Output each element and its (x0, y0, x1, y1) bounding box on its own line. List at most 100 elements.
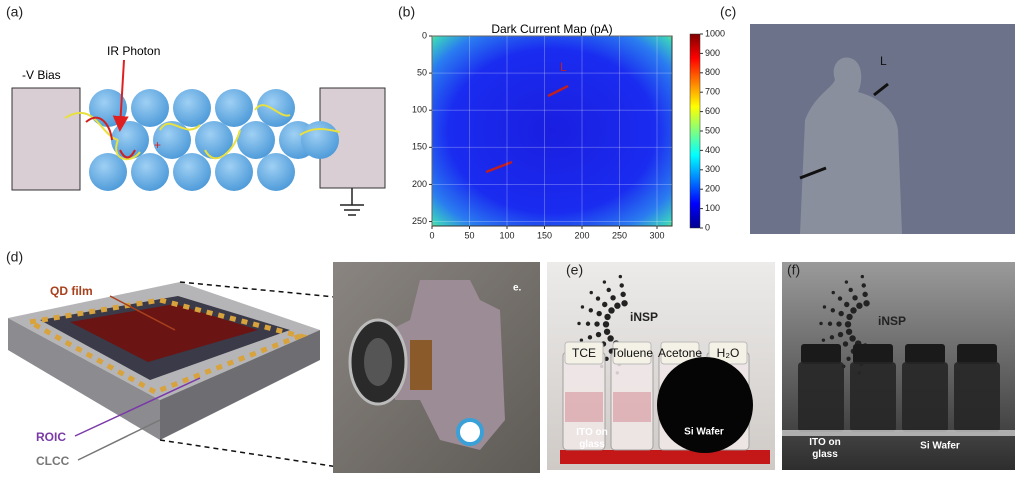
logo-dot (836, 321, 842, 327)
liquid (613, 392, 651, 422)
panel-b: (b) Dark Current Map (pA) L 0 50 100 150 200… (398, 4, 725, 241)
map-title: Dark Current Map (pA) (491, 22, 612, 36)
logo-dot (862, 291, 868, 298)
vial (954, 362, 1000, 432)
logo-dot (830, 308, 836, 313)
quantum-dot (215, 89, 253, 127)
logo-dot (827, 321, 833, 326)
logo-dot (844, 301, 850, 308)
logo-dot (837, 331, 844, 338)
logo-dot (602, 301, 608, 308)
vial-label: Toluene (611, 346, 653, 360)
map-annotation: L (560, 60, 567, 74)
vial-label: TCE (572, 346, 596, 360)
knob (456, 418, 484, 446)
logo-dot (607, 335, 614, 342)
logo-dot (594, 321, 600, 327)
liquid (565, 392, 603, 422)
panel-label: (b) (398, 4, 415, 20)
logo-dot (587, 335, 593, 340)
y-tick-label: 50 (417, 67, 427, 77)
defect (485, 84, 569, 174)
photon-arrow (112, 59, 129, 132)
carrier-path (85, 116, 136, 159)
y-tick-label: 200 (412, 179, 427, 189)
person-silhouette (800, 57, 902, 234)
panel-label: (f) (787, 262, 800, 278)
logo-dot (842, 341, 849, 347)
vial (850, 362, 896, 432)
quantum-dot (301, 121, 339, 159)
leader (77, 419, 161, 461)
quantum-dot (195, 121, 233, 159)
quantum-dots (89, 89, 339, 191)
cap (905, 344, 945, 364)
quantum-dot (257, 153, 295, 191)
wafer-label: Si Wafer (920, 441, 960, 452)
photo-label: e. (513, 283, 522, 294)
leader (74, 377, 201, 437)
logo-dot (595, 296, 601, 301)
base (560, 450, 770, 464)
cap (801, 344, 841, 364)
logo-dot (596, 310, 602, 317)
quantum-dot (153, 121, 191, 159)
roic-label: ROIC (36, 430, 66, 444)
x-tick-label: 250 (612, 230, 627, 240)
quantum-dot (131, 153, 169, 191)
hopping-path (64, 104, 341, 161)
x-tick-label: 150 (537, 230, 552, 240)
bond-pads (22, 297, 309, 395)
logo-dot (844, 280, 849, 284)
panel-label: (e) (566, 262, 583, 278)
clcc-label: CLCC (36, 454, 70, 468)
logo: iNSP (878, 314, 906, 328)
cap (957, 344, 997, 364)
logo-dot (580, 305, 585, 309)
logo-dot (852, 295, 858, 301)
lens-glass (364, 338, 392, 386)
logo-dot (620, 291, 626, 298)
logo-dot (595, 331, 602, 338)
panel-d: (d) QD film ROIC CLCC (6, 249, 346, 469)
panel-label: (a) (6, 4, 23, 20)
ito-label: ITO on glass (809, 437, 840, 460)
panel-e: (e) iNSP TCE Toluene Acetone H₂O ITO on glas… (547, 262, 775, 470)
logo-dot (608, 307, 615, 314)
logo-dot (822, 305, 827, 309)
logo-dot (588, 308, 594, 313)
chip-side (160, 330, 320, 440)
logo-dot (837, 296, 843, 301)
logo-dot (819, 321, 823, 326)
panel-f: (f) iNSP ITO on glass Si Wafer (782, 262, 1015, 470)
logo-dot (861, 283, 866, 288)
logo-dot (604, 313, 611, 321)
x-tick-label: 200 (574, 230, 589, 240)
x-tick-label: 300 (649, 230, 664, 240)
vial (798, 362, 844, 432)
bench-edge (782, 430, 1015, 436)
quantum-dot (173, 89, 211, 127)
y-tick-label: 250 (412, 216, 427, 226)
quantum-dot (215, 153, 253, 191)
camera-body (390, 280, 505, 450)
vial-label: H₂O (717, 346, 740, 360)
colorbar-tick-label: 300 (705, 164, 720, 174)
electrode (11, 87, 81, 191)
panel-label: (c) (720, 4, 736, 20)
logo-dot (577, 321, 581, 326)
logo-dot (602, 321, 610, 328)
charge-sign: + (154, 138, 161, 152)
logo-dot (845, 328, 853, 335)
logo-dot (579, 338, 584, 342)
logo-dot (856, 302, 863, 309)
axis-ticks: 0 50 100 150 200 250 3000501001502002500100200… (412, 28, 725, 240)
logo-dot (829, 335, 835, 340)
ito-label: ITO on glass (576, 427, 607, 450)
panel-c: (c) L (720, 4, 1015, 234)
wafer-label: Si Wafer (684, 427, 724, 438)
x-tick-label: 50 (464, 230, 474, 240)
logo-dot (621, 300, 628, 307)
ground (340, 188, 364, 216)
